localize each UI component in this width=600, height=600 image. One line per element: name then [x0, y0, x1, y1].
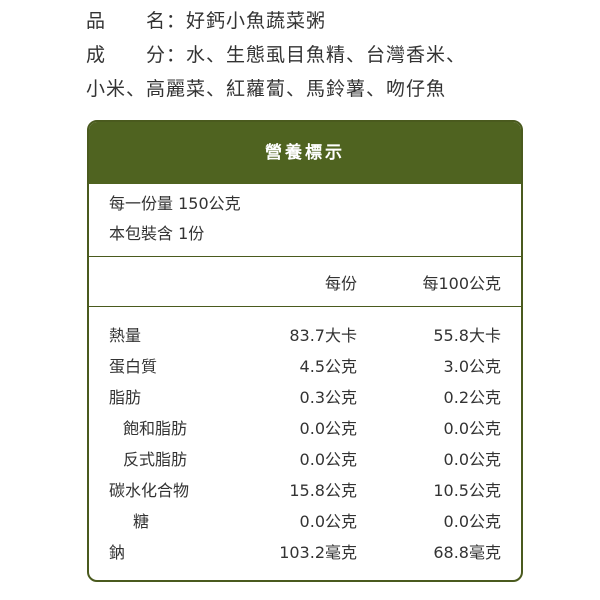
nutrient-name: 熱量	[109, 326, 142, 345]
per-serving: 0.0公克	[299, 450, 357, 469]
per-serving: 0.0公克	[299, 419, 357, 438]
divider	[89, 306, 521, 307]
column-header: 每100公克	[422, 274, 501, 293]
nutrition-table: 營養標示 每一份量 150公克 本包裝含 1份 每份 每100公克 熱量 83.7…	[87, 120, 523, 582]
per-serving: 103.2毫克	[279, 543, 357, 562]
per-100g: 68.8毫克	[433, 543, 501, 562]
per-serving: 15.8公克	[289, 481, 357, 500]
servings-per-package: 本包裝含 1份	[109, 224, 205, 243]
nutrient-name: 飽和脂肪	[123, 419, 188, 438]
per-serving: 0.0公克	[299, 512, 357, 531]
per-serving: 83.7大卡	[289, 326, 357, 345]
nutrient-name: 糖	[133, 512, 150, 531]
per-100g: 3.0公克	[443, 357, 501, 376]
divider	[89, 256, 521, 257]
per-100g: 55.8大卡	[433, 326, 501, 345]
nutrient-name: 鈉	[109, 543, 126, 562]
per-100g: 0.2公克	[443, 388, 501, 407]
per-100g: 0.0公克	[443, 450, 501, 469]
column-header: 每份	[324, 274, 357, 293]
table-title: 營養標示	[89, 122, 521, 184]
per-100g: 0.0公克	[443, 419, 501, 438]
nutrient-name: 脂肪	[109, 388, 142, 407]
per-100g: 0.0公克	[443, 512, 501, 531]
ingredients: 小米、高麗菜、紅蘿蔔、馬鈴薯、吻仔魚	[86, 78, 447, 100]
per-serving: 4.5公克	[299, 357, 357, 376]
serving-size: 每一份量 150公克	[109, 194, 241, 213]
per-100g: 10.5公克	[433, 481, 501, 500]
nutrient-name: 蛋白質	[109, 357, 158, 376]
nutrient-name: 碳水化合物	[109, 481, 190, 500]
ingredients: 成 分：水、生態虱目魚精、台灣香米、	[86, 44, 467, 66]
product-name: 品 名：好鈣小魚蔬菜粥	[86, 10, 327, 32]
per-serving: 0.3公克	[299, 388, 357, 407]
nutrient-name: 反式脂肪	[123, 450, 188, 469]
